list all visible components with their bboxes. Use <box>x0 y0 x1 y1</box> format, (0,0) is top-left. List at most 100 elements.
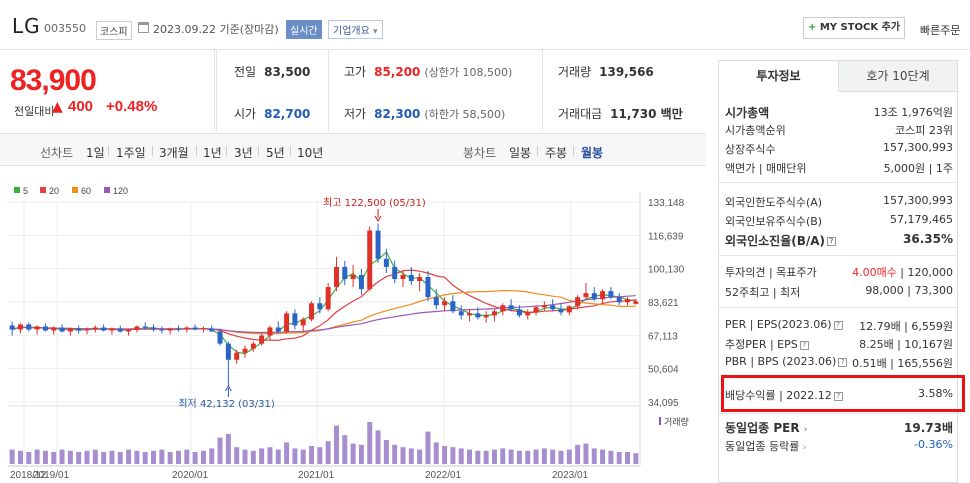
candle-body <box>26 324 32 330</box>
info-key: 액면가 | 매매단위 <box>725 162 807 175</box>
candle-body <box>358 274 364 290</box>
stat-value: 82,300 <box>374 107 421 121</box>
stat-open: 시가 82,700 <box>234 105 310 122</box>
divider <box>719 255 957 256</box>
quick-order-link[interactable]: 빠른주문 <box>920 24 961 37</box>
legend-label: 120 <box>113 186 128 196</box>
candle-weekly[interactable]: 주봉 <box>545 146 568 160</box>
candle-body <box>425 277 431 298</box>
candle-body <box>450 301 456 312</box>
help-icon[interactable]: ? <box>799 340 809 350</box>
divider <box>328 50 329 132</box>
current-price: 83,900 <box>10 64 97 97</box>
divider <box>216 50 217 132</box>
info-value: 13조 1,976억원 <box>873 106 953 119</box>
candle-body <box>516 309 522 316</box>
candle-body <box>134 326 140 330</box>
legend-label: 60 <box>81 186 91 196</box>
candle-body <box>84 329 90 331</box>
range-1d[interactable]: 1일 <box>86 146 105 160</box>
ma-line-60 <box>12 289 636 335</box>
volume-bar <box>400 447 406 464</box>
range-10y[interactable]: 10년 <box>297 146 324 160</box>
candle-body <box>192 327 198 330</box>
dividend-highlight-box <box>721 375 965 412</box>
info-value: 19.73배 <box>904 421 953 435</box>
stat-label: 저가 <box>344 107 367 121</box>
volume-bar <box>42 450 48 464</box>
volume-bar <box>575 444 581 464</box>
info-row-par-value: 액면가 | 매매단위 5,000원 | 1주 <box>725 160 953 178</box>
volume-bar <box>267 447 273 464</box>
info-key-text: PBR | BPS (2023.06) <box>725 355 837 368</box>
legend-swatch <box>72 187 78 193</box>
info-row-foreign-limit: 외국인한도주식수(A) 157,300,993 <box>725 194 953 212</box>
info-value: 36.35% <box>903 232 953 246</box>
range-5y[interactable]: 5년 <box>266 146 285 160</box>
info-row-foreign-ratio: 외국인소진율(B/A)? 36.35% <box>725 232 953 250</box>
info-value: 0.51배 | 165,556원 <box>852 357 953 370</box>
stat-label: 전일 <box>234 65 257 79</box>
volume-bar <box>142 452 148 464</box>
range-3m[interactable]: 3개월 <box>159 146 189 160</box>
info-key-text: 외국인소진율(B/A) <box>725 234 826 248</box>
x-tick-label: 2021/01 <box>298 470 335 481</box>
volume-bar <box>350 443 356 464</box>
chart-canvas[interactable]: 133,148 116,639 100,130 83,621 67,113 50,604 3… <box>0 166 706 483</box>
legend-swatch <box>104 187 110 193</box>
divider <box>719 413 957 414</box>
candle-daily[interactable]: 일봉 <box>509 146 532 160</box>
candle-body <box>483 315 489 318</box>
candle-body <box>400 274 406 280</box>
candle-body <box>375 230 381 259</box>
volume-bar <box>134 450 140 464</box>
candle-body <box>608 291 614 298</box>
realtime-button[interactable]: 실시간 <box>286 20 322 39</box>
volume-bar <box>9 449 15 464</box>
opinion-value: 4.00매수 <box>852 266 897 279</box>
x-tick-label: 2023/01 <box>552 470 589 481</box>
info-value: 4.00매수 | 120,000 <box>852 264 953 280</box>
help-icon[interactable]: ? <box>827 237 837 246</box>
volume-bar <box>300 449 306 464</box>
candle-body <box>51 327 57 331</box>
volume-bar <box>433 442 439 464</box>
company-info-dropdown[interactable]: 기업개요 ▾ <box>328 20 383 39</box>
info-value: 코스피 23위 <box>895 124 953 137</box>
divider <box>719 307 957 308</box>
info-row-opinion: 투자의견 | 목표주가 4.00매수 | 120,000 <box>725 264 953 282</box>
divider <box>108 146 109 156</box>
volume-bar <box>625 452 631 464</box>
price-change: 400 <box>68 98 94 115</box>
candle-body <box>317 303 323 310</box>
tab-investment-info[interactable]: 투자정보 <box>719 61 838 92</box>
info-key: 시가총액 <box>725 106 770 120</box>
stat-sub: (하한가 58,500) <box>424 108 506 121</box>
help-icon[interactable]: ? <box>838 357 848 367</box>
stat-label: 거래대금 <box>558 107 603 121</box>
help-icon[interactable]: ? <box>833 320 843 330</box>
volume-bar <box>600 449 606 464</box>
annotation-high: 최고 122,500 (05/31) <box>323 197 426 209</box>
help-icon[interactable]: ? <box>833 391 843 401</box>
volume-bar <box>109 450 115 464</box>
tab-orderbook[interactable]: 호가 10단계 <box>838 61 957 92</box>
candle-body <box>392 266 398 280</box>
info-row-est-per: 추정PER | EPS? 8.25배 | 10,167원 <box>725 336 953 354</box>
stock-chart[interactable]: 133,148 116,639 100,130 83,621 67,113 50,604 3… <box>0 166 706 483</box>
candle-monthly[interactable]: 월봉 <box>581 146 604 160</box>
range-1w[interactable]: 1주일 <box>116 146 146 160</box>
volume-bar <box>558 450 564 464</box>
divider <box>258 146 259 156</box>
stat-prev-close: 전일 83,500 <box>234 63 310 80</box>
info-value: 157,300,993 <box>883 141 953 154</box>
x-tick-label: 2019/01 <box>33 470 70 481</box>
range-1y[interactable]: 1년 <box>203 146 222 160</box>
candle-body <box>284 313 290 332</box>
add-mystock-button[interactable]: + MY STOCK 추가 <box>803 17 905 39</box>
volume-bar <box>442 446 448 464</box>
info-value: 57,179,465 <box>890 213 953 226</box>
range-3y[interactable]: 3년 <box>234 146 253 160</box>
target-price: | 120,000 <box>896 266 953 279</box>
volume-bar <box>358 444 364 464</box>
